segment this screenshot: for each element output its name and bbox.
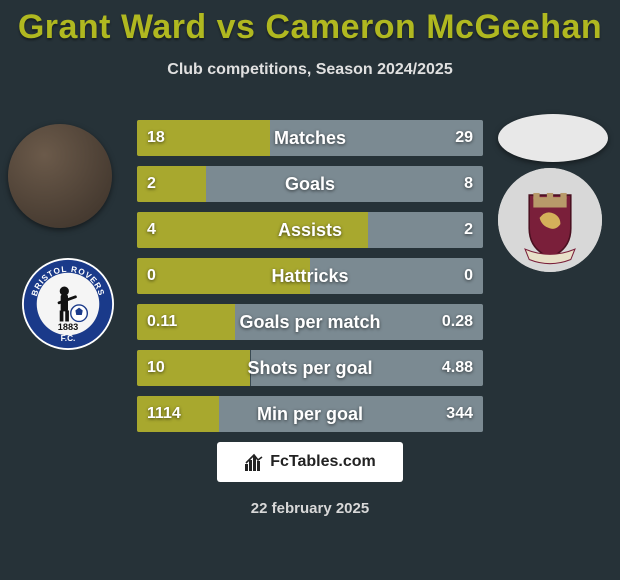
bristol-rovers-crest-icon: BRISTOL ROVERS F.C. 1883 (22, 258, 114, 350)
stat-bar-left (137, 120, 270, 156)
stat-row: 28Goals (137, 166, 483, 202)
fctables-logo-icon (244, 452, 264, 472)
stat-bar-left (137, 166, 206, 202)
stat-bar-left (137, 212, 368, 248)
page-title: Grant Ward vs Cameron McGeehan (0, 0, 620, 47)
date-label: 22 february 2025 (0, 500, 620, 517)
player-right-avatar (498, 114, 608, 162)
stat-bar-right (270, 120, 483, 156)
stat-bar-right (235, 304, 483, 340)
stat-bar-right (251, 350, 484, 386)
stat-bar-left (137, 258, 310, 294)
club-crest-left: BRISTOL ROVERS F.C. 1883 (22, 258, 114, 350)
stat-bar-left (137, 396, 219, 432)
stat-bar-left (137, 350, 250, 386)
svg-text:F.C.: F.C. (61, 334, 76, 343)
stat-row: 1829Matches (137, 120, 483, 156)
stat-row: 104.88Shots per goal (137, 350, 483, 386)
club-crest-right (498, 168, 602, 272)
stat-row: 42Assists (137, 212, 483, 248)
stat-bars-container: 1829Matches 28Goals 42Assists 00Hattricks 0.… (137, 120, 483, 442)
stat-row: 00Hattricks (137, 258, 483, 294)
stat-bar-right (219, 396, 483, 432)
northampton-crest-icon (498, 168, 602, 272)
stat-row: 1114344Min per goal (137, 396, 483, 432)
stat-row: 0.110.28Goals per match (137, 304, 483, 340)
subtitle: Club competitions, Season 2024/2025 (0, 61, 620, 79)
player-left-avatar (8, 124, 112, 228)
fctables-watermark: FcTables.com (217, 442, 403, 482)
stat-bar-right (368, 212, 483, 248)
crest-founded-year: 1883 (58, 322, 78, 332)
fctables-label: FcTables.com (270, 453, 376, 471)
stat-bar-left (137, 304, 235, 340)
stat-bar-right (206, 166, 483, 202)
stat-bar-right (310, 258, 483, 294)
